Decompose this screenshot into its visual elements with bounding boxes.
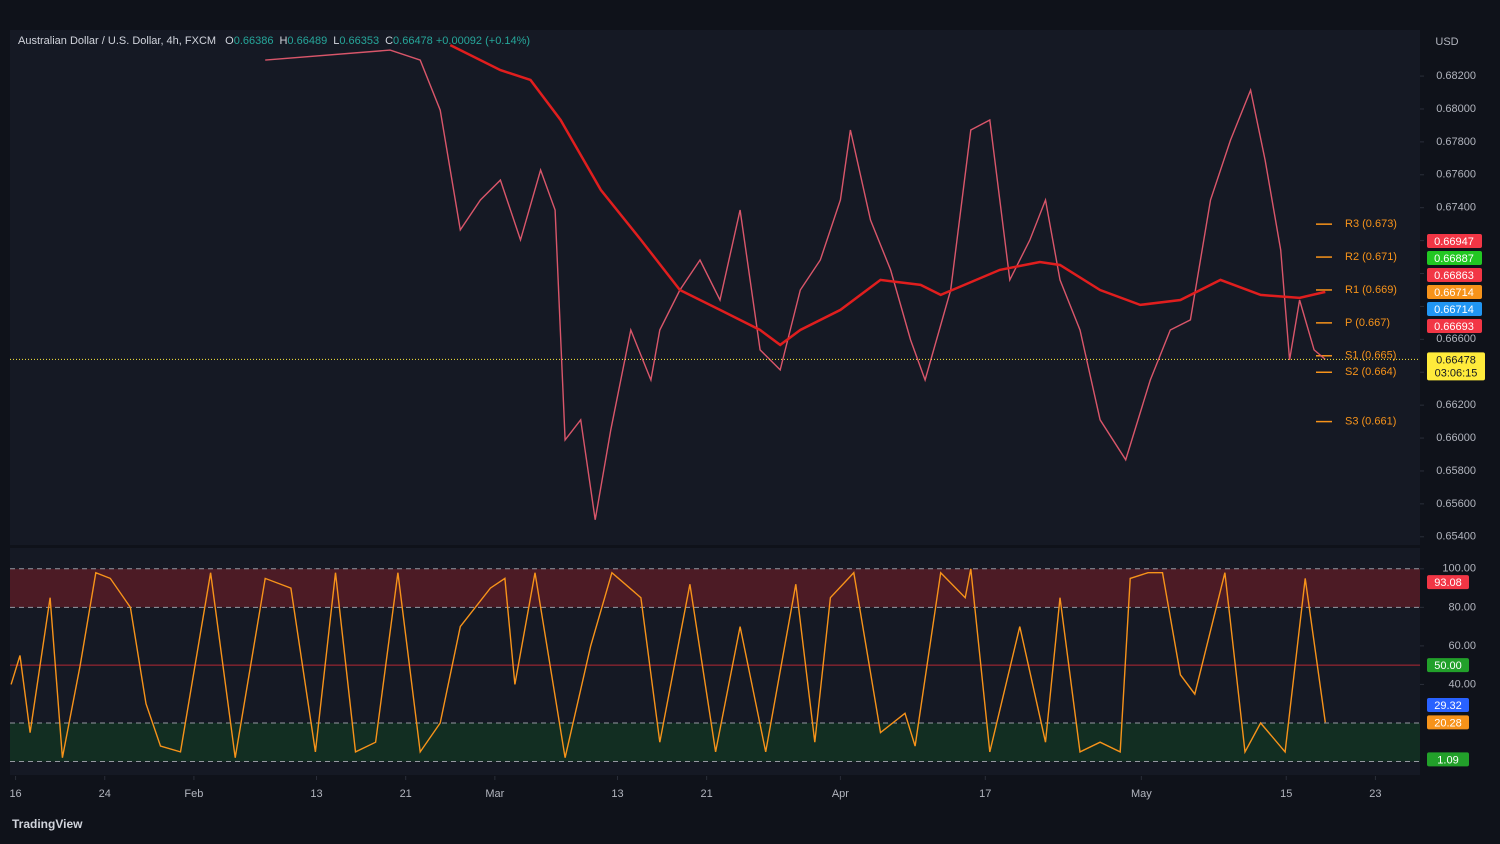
header: Australian Dollar / U.S. Dollar, 4h, FXC… [18, 35, 530, 47]
pivot-label: P (0.667) [1345, 317, 1390, 329]
ohlc-key: L [333, 35, 340, 47]
price-chip [1427, 302, 1482, 316]
value-chip [1427, 698, 1469, 713]
value-chip-label: 20.28 [1434, 717, 1462, 729]
ohlc-value: 0.66353 [339, 35, 380, 47]
y-tick-label: 0.65800 [1436, 465, 1476, 477]
x-tick-label: 15 [1280, 788, 1292, 800]
price-chip-label: 0.66863 [1434, 270, 1474, 282]
pivot-label: R2 (0.671) [1345, 251, 1397, 263]
change: +0.00092 (+0.14%) [435, 35, 531, 47]
price-chip [1427, 234, 1482, 248]
y-tick-label: 0.66600 [1436, 333, 1476, 345]
price-chip-label: 0.66714 [1434, 304, 1474, 316]
price-pane [10, 30, 1420, 545]
y-tick-label: 0.65600 [1436, 498, 1476, 510]
y-tick-label: 80.00 [1448, 601, 1476, 613]
y-tick-label: 100.00 [1442, 563, 1476, 575]
value-chip [1427, 658, 1469, 673]
ohlc-value: 0.66489 [287, 35, 328, 47]
y-tick-label: 0.68000 [1436, 103, 1476, 115]
y-tick-label: 40.00 [1448, 678, 1476, 690]
series-line [449, 43, 1326, 347]
y-tick-label: 0.67600 [1436, 169, 1476, 181]
value-chip [1427, 715, 1469, 730]
x-tick-label: Mar [485, 788, 504, 800]
price-chip [1427, 319, 1482, 333]
currency-label: USD [1435, 36, 1458, 48]
zone [10, 722, 1420, 762]
zone [10, 568, 1420, 608]
x-tick-label: 13 [310, 788, 322, 800]
pivot-label: S3 (0.661) [1345, 416, 1396, 428]
price-chip [1427, 251, 1482, 265]
y-tick-label: 0.66000 [1436, 432, 1476, 444]
price-chip-label: 0.66947 [1434, 236, 1474, 248]
x-tick-label: 24 [99, 788, 111, 800]
x-tick-label: May [1131, 788, 1152, 800]
y-tick-label: 0.66200 [1436, 399, 1476, 411]
ohlc-key: C [385, 35, 394, 47]
ohlc-value: 0.66386 [233, 35, 274, 47]
series-line [10, 568, 1326, 758]
pivot-label: R3 (0.673) [1345, 218, 1397, 230]
x-tick-label: 21 [701, 788, 713, 800]
x-tick-label: 23 [1369, 788, 1381, 800]
ohlc-value: 0.66478 [393, 35, 433, 47]
ohlc: O0.66386 H0.66489 L0.66353 C0.66478 [219, 35, 433, 47]
x-tick-label: Apr [832, 788, 849, 800]
price-chip-label: 0.66693 [1434, 321, 1474, 333]
last-price-chip [1427, 352, 1485, 381]
y-tick-label: 0.65400 [1436, 531, 1476, 543]
value-chip [1427, 752, 1469, 767]
x-tick-label: Feb [184, 788, 203, 800]
price-chip [1427, 285, 1482, 299]
x-tick-label: 17 [979, 788, 991, 800]
value-chip-label: 50.00 [1434, 660, 1462, 672]
value-chip [1427, 575, 1469, 590]
series-line [265, 49, 1326, 520]
ohlc-key: H [279, 35, 288, 47]
y-tick-label: 60.00 [1448, 640, 1476, 652]
last-price: 0.66478 [1436, 354, 1476, 366]
ohlc-key: O [225, 35, 234, 47]
countdown: 03:06:15 [1435, 367, 1478, 379]
x-tick-label: 16 [9, 788, 21, 800]
y-tick-label: 0.67800 [1436, 136, 1476, 148]
price-chip-label: 0.66887 [1434, 253, 1474, 265]
symbol: Australian Dollar / U.S. Dollar, 4h, FXC… [18, 35, 217, 47]
value-chip-label: 29.32 [1434, 700, 1462, 712]
x-tick-label: 13 [611, 788, 623, 800]
value-chip-label: 1.09 [1437, 754, 1458, 766]
pivot-label: S1 (0.665) [1345, 350, 1396, 362]
pivot-label: R1 (0.669) [1345, 284, 1397, 296]
pivot-label: S2 (0.664) [1345, 366, 1396, 378]
value-chip-label: 93.08 [1434, 577, 1462, 589]
price-chip-label: 0.66714 [1434, 287, 1474, 299]
x-tick-label: 21 [400, 788, 412, 800]
brand: TradingView [12, 817, 83, 831]
y-tick-label: 0.68200 [1436, 70, 1476, 82]
price-chip [1427, 268, 1482, 282]
y-tick-label: 0.67400 [1436, 202, 1476, 214]
